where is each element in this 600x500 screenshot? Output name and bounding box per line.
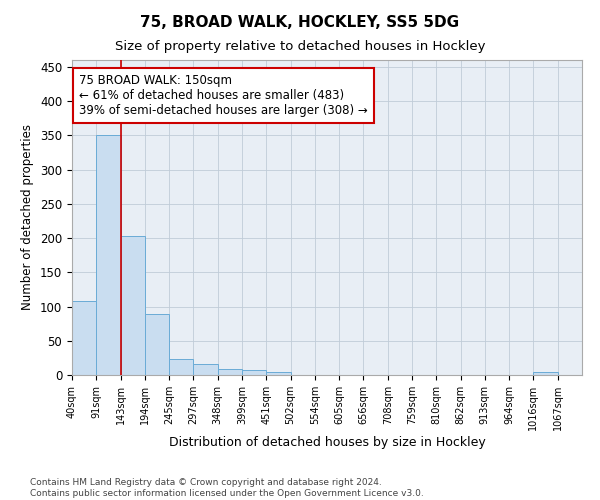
Bar bbox=[266, 372, 290, 375]
Bar bbox=[169, 358, 193, 375]
X-axis label: Distribution of detached houses by size in Hockley: Distribution of detached houses by size … bbox=[169, 436, 485, 448]
Text: 75, BROAD WALK, HOCKLEY, SS5 5DG: 75, BROAD WALK, HOCKLEY, SS5 5DG bbox=[140, 15, 460, 30]
Text: Size of property relative to detached houses in Hockley: Size of property relative to detached ho… bbox=[115, 40, 485, 53]
Bar bbox=[121, 236, 145, 375]
Bar bbox=[96, 136, 121, 375]
Y-axis label: Number of detached properties: Number of detached properties bbox=[22, 124, 34, 310]
Bar bbox=[242, 370, 266, 375]
Bar bbox=[72, 301, 96, 375]
Text: Contains HM Land Registry data © Crown copyright and database right 2024.
Contai: Contains HM Land Registry data © Crown c… bbox=[30, 478, 424, 498]
Bar bbox=[145, 314, 169, 375]
Text: 75 BROAD WALK: 150sqm
← 61% of detached houses are smaller (483)
39% of semi-det: 75 BROAD WALK: 150sqm ← 61% of detached … bbox=[79, 74, 368, 116]
Bar bbox=[193, 364, 218, 375]
Bar bbox=[533, 372, 558, 375]
Bar bbox=[218, 369, 242, 375]
